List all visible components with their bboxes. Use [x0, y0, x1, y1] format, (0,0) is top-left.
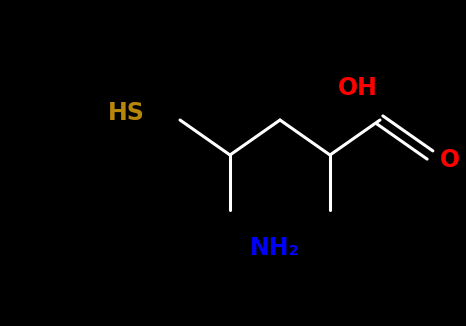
Text: HS: HS: [108, 101, 145, 125]
Text: OH: OH: [338, 76, 378, 100]
Text: O: O: [440, 148, 460, 172]
Text: NH₂: NH₂: [250, 236, 300, 260]
